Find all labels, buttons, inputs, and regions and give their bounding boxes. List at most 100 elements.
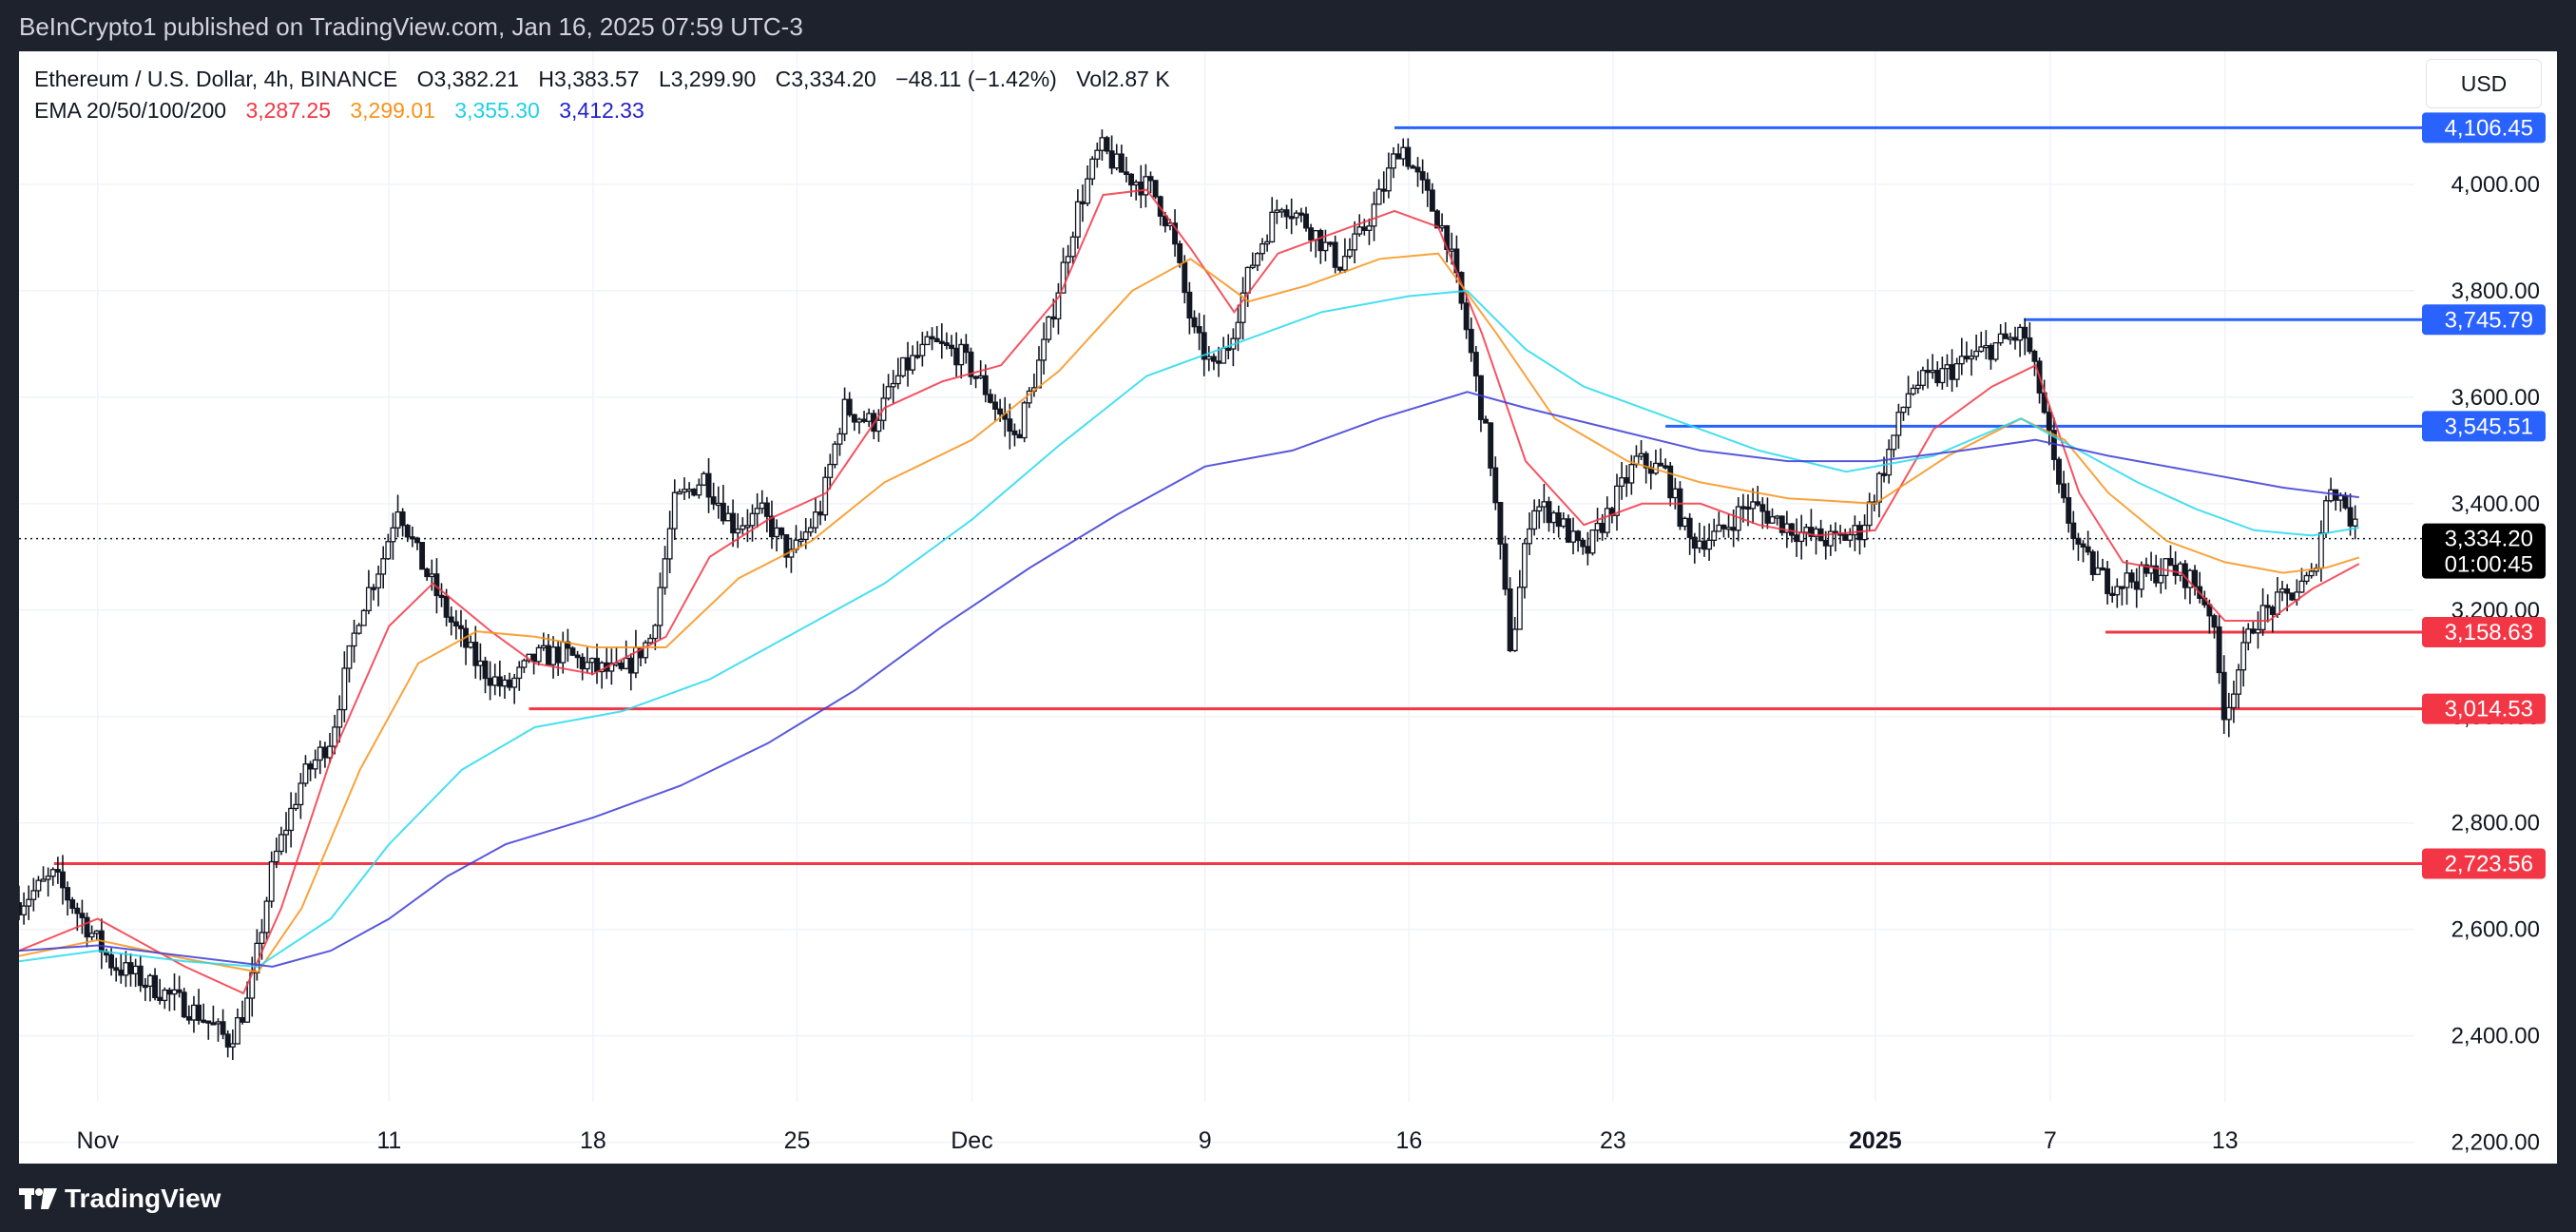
level-label: 3,745.79 bbox=[2445, 307, 2533, 333]
y-axis: 2,200.002,400.002,600.002,800.003,000.00… bbox=[2451, 172, 2540, 1156]
candle-body bbox=[1478, 375, 1484, 420]
candle-body bbox=[327, 745, 333, 759]
tradingview-brand[interactable]: TradingView bbox=[65, 1184, 221, 1213]
candle-body bbox=[521, 660, 528, 668]
candle-body bbox=[740, 525, 746, 530]
candle-body bbox=[1298, 212, 1304, 216]
candle-body bbox=[2133, 581, 2140, 590]
last-price-badge bbox=[2422, 523, 2546, 579]
candle-body bbox=[807, 527, 814, 533]
candle-body bbox=[1395, 153, 1402, 160]
candle-body bbox=[1371, 203, 1377, 227]
candle-body bbox=[394, 510, 401, 529]
candle-body bbox=[1352, 233, 1358, 251]
candle-body bbox=[1249, 264, 1256, 269]
candle-body bbox=[1240, 292, 1246, 323]
candle-body bbox=[885, 386, 892, 399]
candle-body bbox=[769, 515, 775, 538]
candle-body bbox=[1011, 430, 1018, 435]
candle-body bbox=[118, 969, 125, 976]
candle-body bbox=[2245, 628, 2252, 644]
candle-body bbox=[1701, 540, 1707, 550]
candle-body bbox=[1497, 502, 1504, 545]
candle-body bbox=[894, 375, 901, 385]
candle-body bbox=[1580, 539, 1586, 548]
candle-body bbox=[1283, 209, 1290, 218]
candle-body bbox=[491, 676, 498, 686]
candle-body bbox=[1555, 511, 1562, 528]
x-tick-label: 2025 bbox=[1849, 1127, 1902, 1154]
candle-body bbox=[259, 932, 265, 945]
candle-body bbox=[496, 676, 503, 687]
candle-body bbox=[1347, 249, 1353, 258]
candle-body bbox=[1094, 149, 1101, 161]
candle-body bbox=[1570, 530, 1576, 543]
candle-body bbox=[1303, 213, 1309, 229]
candle-body bbox=[123, 962, 129, 976]
candle-body bbox=[302, 763, 309, 784]
candle-body bbox=[1643, 452, 1649, 469]
candle-body bbox=[2347, 507, 2354, 527]
candle-body bbox=[1113, 153, 1120, 169]
candle-body bbox=[705, 472, 712, 498]
candle-body bbox=[1511, 628, 1518, 652]
tradingview-logo-icon[interactable] bbox=[19, 1186, 57, 1211]
candle-body bbox=[1769, 516, 1776, 524]
candle-body bbox=[817, 511, 824, 516]
candle-body bbox=[2250, 628, 2257, 634]
candle-body bbox=[759, 502, 765, 510]
candle-body bbox=[1274, 209, 1280, 213]
candle-body bbox=[1463, 302, 1470, 331]
level-label: 3,014.53 bbox=[2445, 697, 2533, 722]
candle-body bbox=[2075, 537, 2082, 545]
ema-legend[interactable]: EMA 20/50/100/200 3,287.25 3,299.01 3,35… bbox=[34, 98, 658, 124]
candle-body bbox=[2225, 706, 2232, 721]
candle-body bbox=[293, 803, 299, 810]
candle-body bbox=[2274, 591, 2280, 615]
candle-body bbox=[1356, 226, 1363, 235]
candle-body bbox=[2158, 574, 2164, 584]
candle-body bbox=[1750, 501, 1757, 510]
candle-body bbox=[968, 351, 974, 377]
candle-body bbox=[336, 708, 343, 728]
candle-body bbox=[1604, 508, 1610, 533]
price-chart[interactable]: 2,200.002,400.002,600.002,800.003,000.00… bbox=[19, 51, 2557, 1164]
candle-body bbox=[229, 1043, 236, 1048]
x-tick-label: 11 bbox=[376, 1127, 401, 1154]
candle-body bbox=[1278, 209, 1285, 213]
candle-body bbox=[1216, 360, 1221, 364]
candle-body bbox=[696, 484, 702, 496]
candle-body bbox=[1036, 359, 1042, 389]
chart-frame[interactable]: 2,200.002,400.002,600.002,800.003,000.00… bbox=[19, 51, 2557, 1164]
candle-body bbox=[953, 347, 960, 366]
candle-body bbox=[1905, 393, 1912, 409]
candle-body bbox=[278, 834, 284, 853]
candle-body bbox=[1934, 370, 1941, 384]
candle-body bbox=[1366, 225, 1373, 231]
currency-button[interactable]: USD bbox=[2426, 59, 2542, 108]
candle-body bbox=[1730, 527, 1737, 531]
candle-body bbox=[2061, 483, 2067, 499]
resistance-level-badge bbox=[2422, 411, 2546, 442]
candle-body bbox=[1085, 178, 1091, 204]
candle-body bbox=[1541, 501, 1548, 508]
candle-body bbox=[652, 625, 659, 640]
candle-body bbox=[171, 989, 178, 995]
candle-body bbox=[2046, 412, 2052, 432]
candle-body bbox=[569, 647, 576, 656]
candle-body bbox=[2279, 587, 2285, 593]
candle-body bbox=[822, 476, 829, 516]
candle-body bbox=[1225, 347, 1232, 352]
candle-body bbox=[744, 525, 751, 529]
volume-value: Vol2.87 K bbox=[1076, 67, 1170, 91]
footer: TradingView bbox=[0, 1164, 2576, 1232]
level-label: 4,106.45 bbox=[2445, 115, 2533, 141]
candle-body bbox=[1196, 326, 1202, 334]
candle-body bbox=[2105, 568, 2111, 595]
candle-body bbox=[643, 642, 649, 659]
candle-body bbox=[2027, 337, 2033, 353]
level-label: 2,723.56 bbox=[2445, 852, 2533, 877]
candle-body bbox=[2017, 326, 2024, 341]
candle-body bbox=[929, 336, 935, 340]
candle-body bbox=[2153, 565, 2160, 584]
